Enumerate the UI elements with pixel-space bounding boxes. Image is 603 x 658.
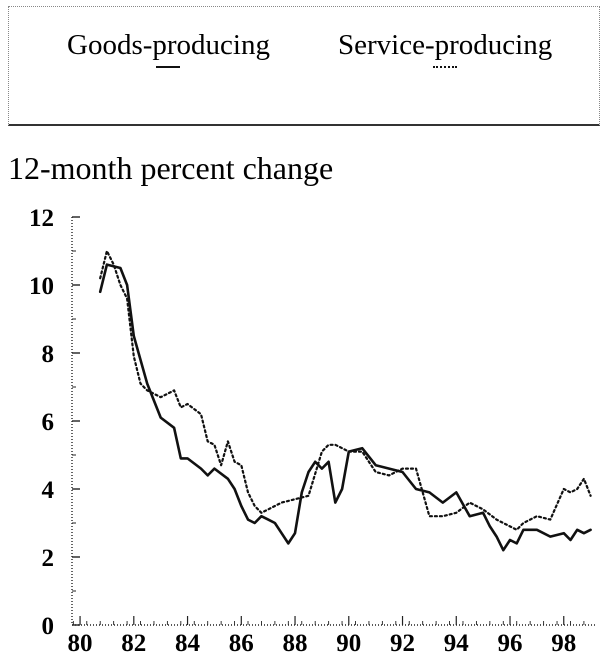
y-tick-label-8: 8 xyxy=(42,341,55,368)
legend-item-goods: Goods-producing xyxy=(67,29,270,68)
x-tick-label-80: 80 xyxy=(68,630,93,657)
y-tick-label-0: 0 xyxy=(42,613,55,640)
x-tick-label-84: 84 xyxy=(175,630,201,657)
legend-swatch-services xyxy=(433,66,458,68)
legend-swatch-goods xyxy=(156,66,181,68)
x-tick-label-92: 92 xyxy=(390,630,415,657)
tick-labels: 0 2 4 6 8 10 12 80 82 84 86 88 90 92 94 96 98 xyxy=(29,205,576,657)
legend-label-services: Service-producing xyxy=(338,29,553,61)
x-tick-label-88: 88 xyxy=(283,630,308,657)
x-tick-label-96: 96 xyxy=(498,630,523,657)
legend-label-goods: Goods-producing xyxy=(67,29,270,61)
y-tick-label-10: 10 xyxy=(29,273,54,300)
series-line-service-producing xyxy=(99,249,592,531)
x-tick-label-90: 90 xyxy=(336,630,361,657)
legend-item-services: Service-producing xyxy=(338,29,552,68)
y-tick-label-4: 4 xyxy=(42,477,55,504)
axes xyxy=(71,216,596,626)
line-chart: 0 2 4 6 8 10 12 80 82 84 86 88 90 92 94 96 98 xyxy=(29,205,596,657)
y-tick-label-12: 12 xyxy=(29,205,54,232)
x-tick-label-86: 86 xyxy=(229,630,254,657)
x-tick-label-82: 82 xyxy=(121,630,146,657)
x-tick-label-94: 94 xyxy=(444,630,470,657)
x-tick-label-98: 98 xyxy=(551,630,576,657)
series-line-goods-producing xyxy=(98,263,592,552)
series-lines xyxy=(98,249,592,552)
y-tick-label-6: 6 xyxy=(42,409,55,436)
legend: Goods-producing Service-producing xyxy=(8,6,600,126)
y-axis-title: 12-month percent change xyxy=(8,150,334,186)
y-tick-label-2: 2 xyxy=(42,545,55,572)
